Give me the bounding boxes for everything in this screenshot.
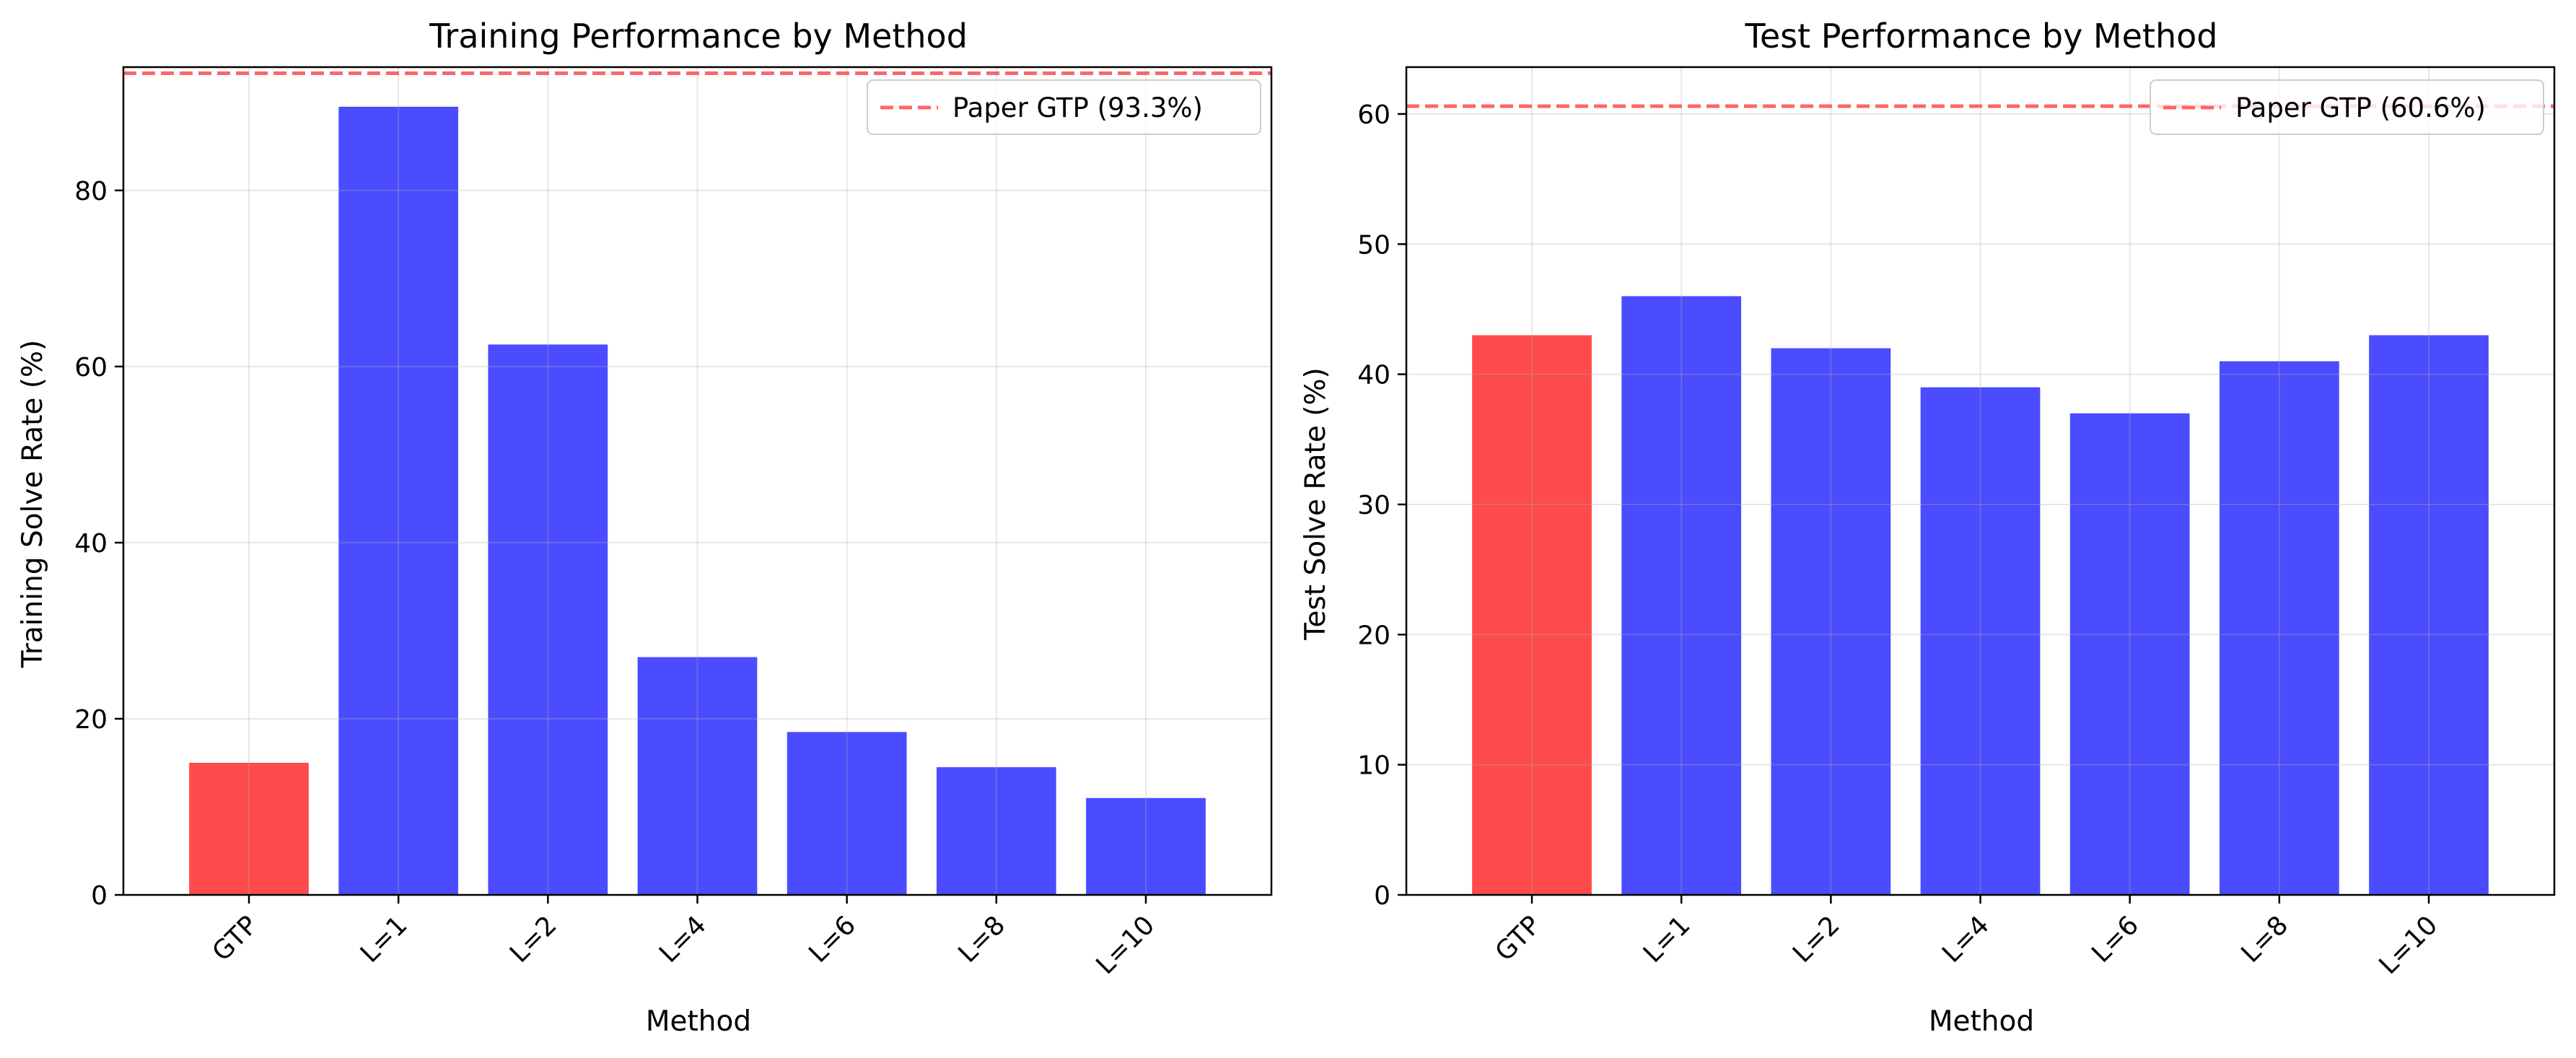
legend-box: [867, 79, 1261, 135]
bar-l10: [2369, 335, 2489, 895]
y-axis-label: Training Solve Rate (%): [17, 340, 49, 669]
bar-gtp: [1472, 335, 1592, 895]
y-axis-label: Test Solve Rate (%): [1300, 367, 1332, 640]
bar-gtp: [189, 762, 309, 895]
bar-l8: [936, 767, 1056, 895]
x-tick-label: L=8: [2235, 910, 2294, 969]
y-tick-label: 0: [1374, 881, 1390, 911]
chart-title: Training Performance by Method: [429, 17, 968, 56]
legend-label: Paper GTP (60.6%): [2235, 92, 2486, 123]
x-tick-label: L=6: [2086, 910, 2145, 969]
x-tick-label: L=1: [1638, 910, 1696, 969]
bar-l2: [1771, 348, 1891, 895]
y-tick-label: 40: [74, 529, 108, 559]
y-tick-label: 40: [1357, 361, 1390, 390]
bar-l6: [787, 732, 907, 895]
x-tick-label: L=1: [355, 910, 413, 969]
x-tick-label: L=8: [952, 910, 1011, 969]
x-tick-label: L=4: [654, 910, 712, 969]
x-tick-label: GTP: [207, 910, 264, 967]
x-tick-label: L=10: [1090, 910, 1160, 980]
y-tick-label: 20: [1357, 621, 1390, 650]
chart-title: Test Performance by Method: [1745, 17, 2218, 56]
bar-l2: [488, 344, 608, 895]
bars: [189, 106, 1206, 896]
x-axis-label: Method: [646, 1005, 751, 1038]
y-tick-label: 0: [91, 881, 108, 911]
x-tick-label: L=6: [803, 910, 862, 969]
y-tick-label: 10: [1357, 751, 1390, 781]
test-chart: Test Performance by Method Method Test S…: [1300, 17, 2556, 1038]
bar-l1: [338, 106, 459, 896]
x-axis-label: Method: [1929, 1005, 2034, 1038]
bar-l4: [637, 657, 758, 895]
x-tick-label: L=4: [1937, 910, 1995, 969]
bar-l1: [1621, 296, 1742, 895]
y-tick-label: 20: [74, 705, 108, 735]
y-tick-label: 50: [1357, 230, 1390, 260]
bar-l10: [1086, 797, 1206, 895]
bars: [1472, 296, 2489, 895]
legend-label: Paper GTP (93.3%): [952, 92, 1203, 123]
bar-l6: [2069, 413, 2190, 895]
y-tick-label: 80: [74, 177, 108, 206]
x-tick-label: L=2: [504, 910, 563, 969]
legend-box: [2150, 79, 2544, 135]
y-tick-label: 30: [1357, 491, 1390, 520]
x-tick-label: L=2: [1787, 910, 1846, 969]
x-tick-label: GTP: [1490, 910, 1547, 967]
bar-l8: [2219, 361, 2339, 895]
y-tick-label: 60: [1357, 100, 1390, 130]
training-chart: Training Performance by Method Method Tr…: [17, 17, 1273, 1038]
y-tick-label: 60: [74, 353, 108, 382]
x-tick-label: L=10: [2373, 910, 2443, 980]
bar-l4: [1920, 387, 2041, 895]
